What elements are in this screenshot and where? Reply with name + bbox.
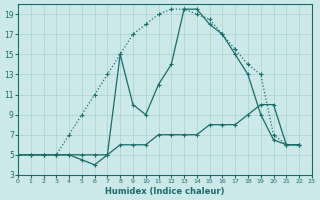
X-axis label: Humidex (Indice chaleur): Humidex (Indice chaleur) (105, 187, 225, 196)
